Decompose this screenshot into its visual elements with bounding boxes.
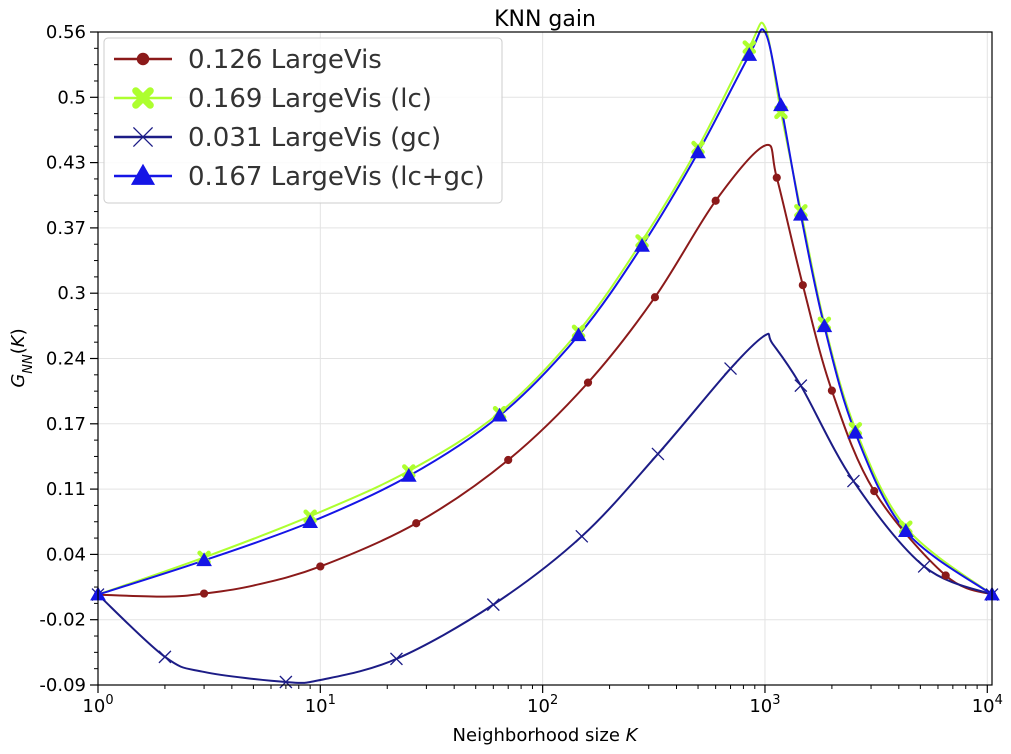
legend-marker-1 bbox=[132, 87, 154, 109]
series-0-point-8 bbox=[772, 173, 781, 182]
series-2-point-2 bbox=[279, 675, 293, 689]
series-3-point-6 bbox=[634, 237, 650, 252]
legend: 0.126 LargeVis 0.169 LargeVis (lc) 0.031 L… bbox=[103, 37, 503, 204]
x-tick-labels: 100 101 102 103 104 bbox=[82, 693, 1002, 717]
legend-marker-2 bbox=[132, 126, 154, 148]
axis-ticks bbox=[90, 31, 988, 693]
series-2-point-7 bbox=[724, 362, 737, 376]
series-0-point-10 bbox=[827, 386, 836, 395]
y-tick-label-9: 0.5 bbox=[57, 87, 86, 108]
series-2-point-10 bbox=[917, 559, 931, 573]
x-tick-label-2: 102 bbox=[527, 693, 558, 717]
legend-marker-0 bbox=[136, 52, 150, 66]
series-0-point-7 bbox=[711, 196, 720, 205]
series-2-point-6 bbox=[651, 447, 665, 461]
y-tick-label-1: -0.02 bbox=[39, 610, 86, 631]
series-3-point-8 bbox=[741, 47, 758, 61]
series-3-point-13 bbox=[897, 523, 914, 538]
y-tick-label-6: 0.3 bbox=[57, 283, 86, 304]
legend-box bbox=[103, 37, 503, 204]
series-0-point-3 bbox=[412, 519, 421, 528]
legend-item-1: 0.169 LargeVis (lc) bbox=[114, 84, 432, 114]
legend-label-0: 0.126 LargeVis bbox=[188, 45, 382, 75]
legend-label-1: 0.169 LargeVis (lc) bbox=[188, 84, 432, 114]
y-tick-label-5: 0.24 bbox=[46, 349, 86, 370]
x-tick-label-3: 103 bbox=[749, 693, 780, 717]
series-markers-3 bbox=[90, 47, 1000, 601]
series-3-point-7 bbox=[690, 144, 706, 159]
series-markers-0 bbox=[93, 173, 997, 599]
y-tick-label-8: 0.43 bbox=[46, 153, 86, 174]
series-0-point-1 bbox=[199, 589, 209, 598]
y-tick-label-10: 0.56 bbox=[46, 22, 86, 43]
legend-item-3: 0.167 LargeVis (lc+gc) bbox=[114, 162, 485, 192]
legend-item-0: 0.126 LargeVis bbox=[114, 45, 382, 75]
series-3-point-2 bbox=[302, 514, 319, 529]
series-2-point-8 bbox=[794, 379, 808, 393]
series-2-point-9 bbox=[846, 474, 860, 488]
y-tick-label-2: 0.04 bbox=[46, 544, 86, 565]
series-0-point-2 bbox=[316, 562, 325, 571]
series-3-point-1 bbox=[196, 552, 212, 567]
series-0-point-4 bbox=[504, 455, 513, 465]
series-1-point-7 bbox=[742, 40, 757, 54]
series-0-point-6 bbox=[650, 293, 660, 302]
x-axis-title: Neighborhood size K bbox=[453, 725, 639, 746]
legend-marker-3 bbox=[130, 163, 156, 185]
y-tick-labels: -0.09 -0.02 0.04 0.11 0.17 0.24 0.3 0.37 0.43 0.5… bbox=[39, 22, 86, 696]
series-3-point-11 bbox=[816, 318, 833, 333]
series-2-point-3 bbox=[389, 652, 403, 666]
series-2-point-4 bbox=[486, 598, 500, 612]
series-3-point-9 bbox=[773, 97, 789, 112]
y-tick-label-0: -0.09 bbox=[39, 675, 86, 696]
legend-label-2: 0.031 LargeVis (gc) bbox=[188, 123, 441, 153]
series-0-point-11 bbox=[870, 487, 879, 496]
series-3-point-3 bbox=[400, 468, 417, 482]
series-3-point-5 bbox=[570, 327, 587, 342]
series-line-3 bbox=[97, 28, 993, 596]
series-3-point-10 bbox=[792, 206, 809, 221]
series-3-point-4 bbox=[491, 407, 508, 422]
y-tick-label-3: 0.11 bbox=[46, 479, 86, 500]
chart-title: KNN gain bbox=[494, 7, 596, 32]
y-axis-title: GNN(K) bbox=[8, 328, 36, 387]
series-markers-2 bbox=[91, 362, 999, 689]
legend-label-3: 0.167 LargeVis (lc+gc) bbox=[188, 162, 485, 192]
series-3-point-12 bbox=[847, 424, 864, 439]
series-0-point-12 bbox=[941, 571, 950, 580]
x-tick-label-0: 100 bbox=[82, 693, 113, 717]
series-2-point-1 bbox=[158, 650, 172, 664]
y-tick-label-7: 0.37 bbox=[46, 218, 86, 239]
x-tick-label-1: 101 bbox=[305, 693, 336, 717]
y-tick-label-4: 0.17 bbox=[46, 414, 86, 435]
series-0-point-9 bbox=[798, 281, 807, 290]
series-2-point-5 bbox=[575, 529, 589, 543]
series-0-point-5 bbox=[583, 378, 593, 387]
x-tick-label-4: 104 bbox=[972, 693, 1003, 717]
legend-item-2: 0.031 LargeVis (gc) bbox=[114, 123, 441, 153]
series-line-2 bbox=[97, 332, 993, 684]
